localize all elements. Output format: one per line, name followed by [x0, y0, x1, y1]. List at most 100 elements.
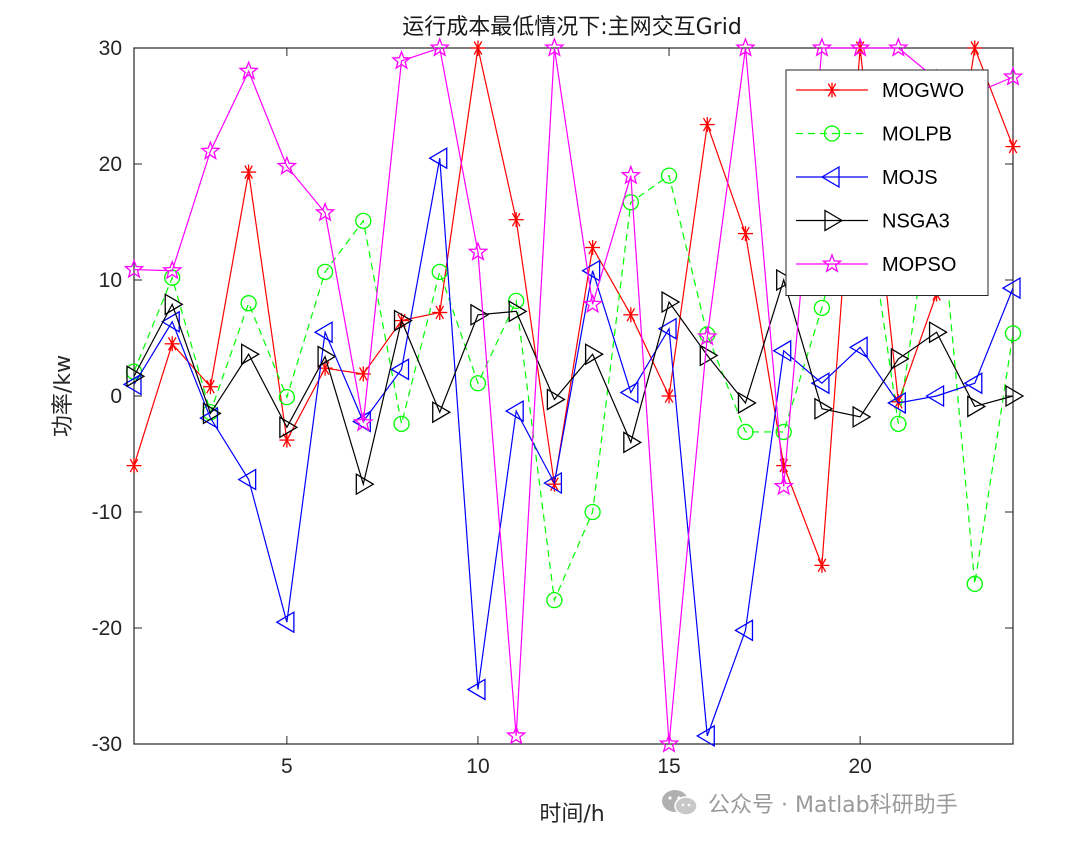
data-point-mojs — [390, 358, 410, 381]
data-point-nsga3 — [1005, 384, 1025, 408]
data-point-molpb — [316, 263, 334, 281]
data-point-molpb — [278, 389, 296, 406]
data-point-mopso — [582, 293, 603, 314]
data-point-mopso — [161, 259, 183, 280]
data-point-mopso — [467, 241, 489, 261]
data-point-mojs — [199, 406, 219, 430]
x-tick-label: 20 — [848, 755, 871, 778]
legend-label-molpb: MOLPB — [882, 124, 952, 146]
data-point-nsga3 — [699, 344, 719, 367]
legend-label-mopso: MOPSO — [882, 254, 956, 276]
data-point-molpb — [355, 212, 372, 229]
data-point-nsga3 — [241, 343, 260, 366]
legend-marker-molpb — [823, 125, 841, 142]
y-axis-label: 功率/kw — [51, 355, 76, 437]
legend: MOGWO MOLPB MOJS NSGA3 MOPSO — [785, 69, 989, 296]
x-tick-label: 10 — [466, 755, 489, 778]
data-point-nsga3 — [890, 347, 910, 371]
data-point-nsga3 — [317, 345, 337, 368]
data-point-mogwo — [661, 388, 677, 404]
x-axis-label: 时间/h — [539, 802, 604, 827]
y-tick-label: 20 — [99, 153, 122, 176]
data-point-mogwo — [432, 304, 448, 320]
series-nsga3 — [126, 268, 1025, 496]
data-point-mogwo — [623, 307, 639, 323]
legend-marker-mogwo — [824, 82, 840, 98]
data-point-mojs — [925, 384, 945, 408]
series-line-nsga3 — [133, 277, 1014, 487]
y-tick-label: -30 — [92, 733, 122, 756]
data-point-mopso — [123, 258, 145, 279]
data-point-nsga3 — [584, 343, 604, 366]
x-tick-label: 15 — [657, 755, 680, 778]
data-point-mojs — [1001, 276, 1021, 300]
data-point-mopso — [314, 201, 336, 222]
data-point-mopso — [735, 37, 756, 57]
data-point-molpb — [966, 575, 983, 593]
data-point-molpb — [431, 263, 448, 281]
data-point-mojs — [734, 619, 754, 642]
y-tick-label: -10 — [92, 501, 122, 524]
data-point-mopso — [238, 60, 259, 80]
series-layer — [122, 37, 1025, 753]
data-point-molpb — [546, 592, 563, 609]
legend-marker-mojs — [820, 165, 840, 189]
legend-marker-mopso — [821, 253, 843, 273]
series-mopso — [123, 37, 1024, 753]
data-point-mogwo — [355, 366, 371, 382]
data-point-mojs — [772, 339, 792, 362]
data-point-mojs — [466, 678, 486, 701]
data-point-mogwo — [737, 226, 753, 242]
data-point-molpb — [813, 299, 831, 316]
data-point-nsga3 — [164, 293, 184, 316]
data-point-mogwo — [126, 458, 142, 474]
data-point-mojs — [887, 391, 906, 415]
data-point-molpb — [660, 167, 678, 184]
data-point-mojs — [275, 611, 295, 634]
data-point-mopso — [773, 475, 795, 496]
data-point-mogwo — [164, 336, 180, 352]
data-point-mojs — [695, 724, 715, 748]
data-point-mopso — [696, 325, 718, 346]
data-point-nsga3 — [737, 391, 757, 415]
data-point-mopso — [391, 49, 412, 70]
y-tick-label: 0 — [110, 385, 122, 408]
data-point-mojs — [122, 373, 142, 396]
watermark: 公众号 · Matlab科研助手 — [660, 785, 958, 821]
data-point-mogwo — [202, 379, 218, 395]
data-point-nsga3 — [202, 402, 222, 425]
data-point-molpb — [469, 375, 487, 392]
data-point-mojs — [160, 310, 180, 333]
data-point-nsga3 — [776, 268, 795, 292]
legend-label-mojs: MOJS — [882, 167, 938, 189]
data-point-mogwo — [279, 432, 295, 448]
data-point-mojs — [581, 259, 601, 282]
data-point-mojs — [848, 336, 868, 359]
data-point-mogwo — [470, 40, 486, 56]
data-point-mopso — [849, 37, 871, 57]
data-point-mopso — [276, 155, 298, 176]
data-point-mogwo — [967, 40, 983, 56]
data-point-mopso — [352, 411, 374, 432]
data-point-nsga3 — [814, 397, 834, 420]
data-point-molpb — [890, 415, 907, 432]
data-point-molpb — [737, 423, 754, 441]
data-point-mopso — [505, 725, 527, 745]
data-point-nsga3 — [393, 309, 413, 332]
watermark-text: 公众号 · Matlab科研助手 — [708, 793, 958, 818]
data-point-molpb — [584, 503, 601, 521]
data-point-mopso — [429, 37, 451, 57]
data-point-mogwo — [1005, 139, 1021, 155]
data-point-mojs — [619, 381, 639, 404]
data-point-mogwo — [585, 240, 601, 256]
data-point-nsga3 — [967, 395, 987, 418]
data-point-mopso — [1002, 66, 1024, 86]
data-point-nsga3 — [126, 365, 146, 388]
series-line-mopso — [133, 47, 1014, 745]
data-point-mogwo — [699, 117, 715, 133]
data-point-nsga3 — [928, 321, 948, 344]
data-point-mogwo — [508, 212, 524, 228]
data-point-mopso — [200, 140, 221, 161]
data-point-mojs — [313, 321, 333, 344]
data-point-nsga3 — [623, 431, 643, 454]
